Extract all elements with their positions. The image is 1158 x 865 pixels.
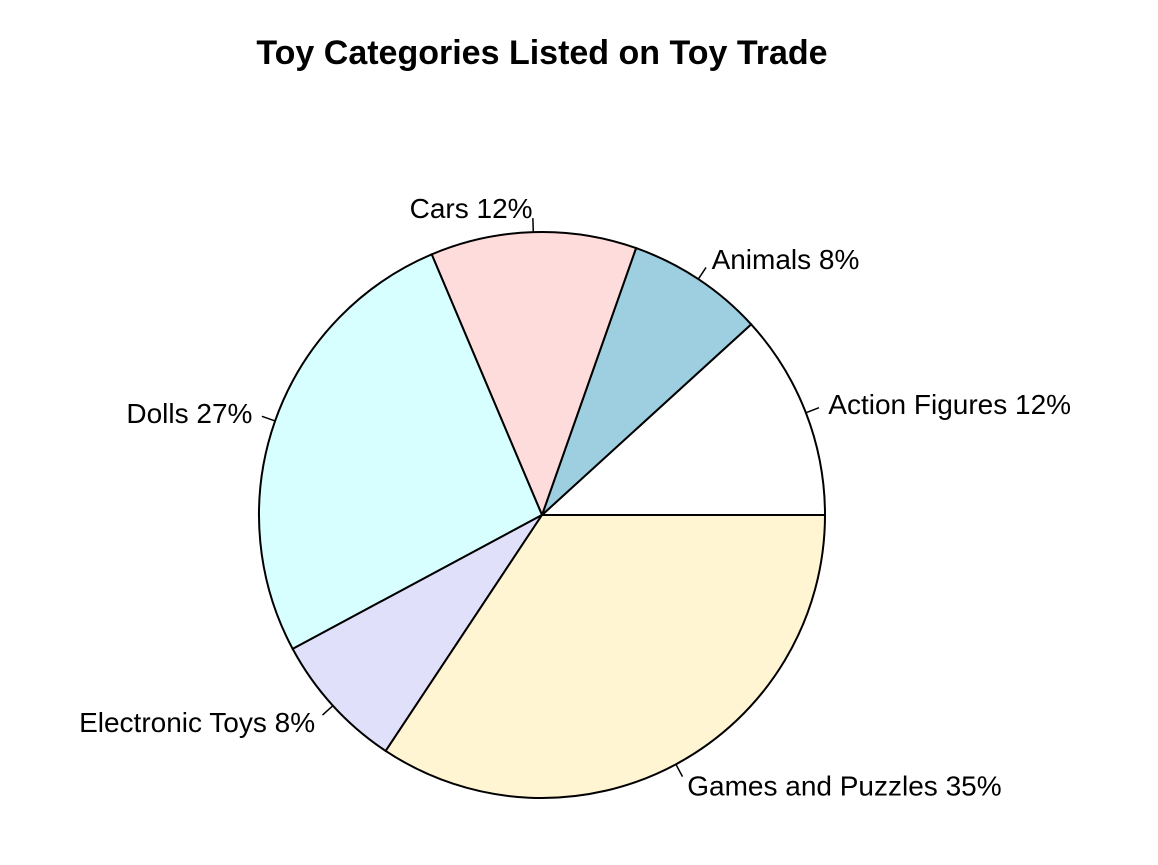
slice-label: Electronic Toys 8% — [79, 707, 315, 738]
label-tick — [675, 763, 684, 778]
slice-label: Dolls 27% — [126, 398, 252, 429]
chart-title: Toy Categories Listed on Toy Trade — [256, 34, 828, 72]
pie-slice-electronic-toys — [291, 514, 543, 753]
label-tick — [805, 407, 820, 414]
pie-slice-action-figures — [539, 322, 827, 516]
slice-label: Action Figures 12% — [828, 389, 1071, 420]
pie-slice-games-and-puzzles — [384, 514, 827, 799]
pie-slice-dolls — [258, 253, 544, 651]
label-tick — [261, 415, 276, 422]
label-tick — [697, 267, 707, 280]
label-tick — [322, 705, 334, 716]
slice-label: Cars 12% — [410, 193, 533, 224]
pie-slice-cars — [430, 231, 638, 518]
slice-label: Games and Puzzles 35% — [687, 770, 1001, 801]
slice-label: Animals 8% — [712, 244, 860, 275]
